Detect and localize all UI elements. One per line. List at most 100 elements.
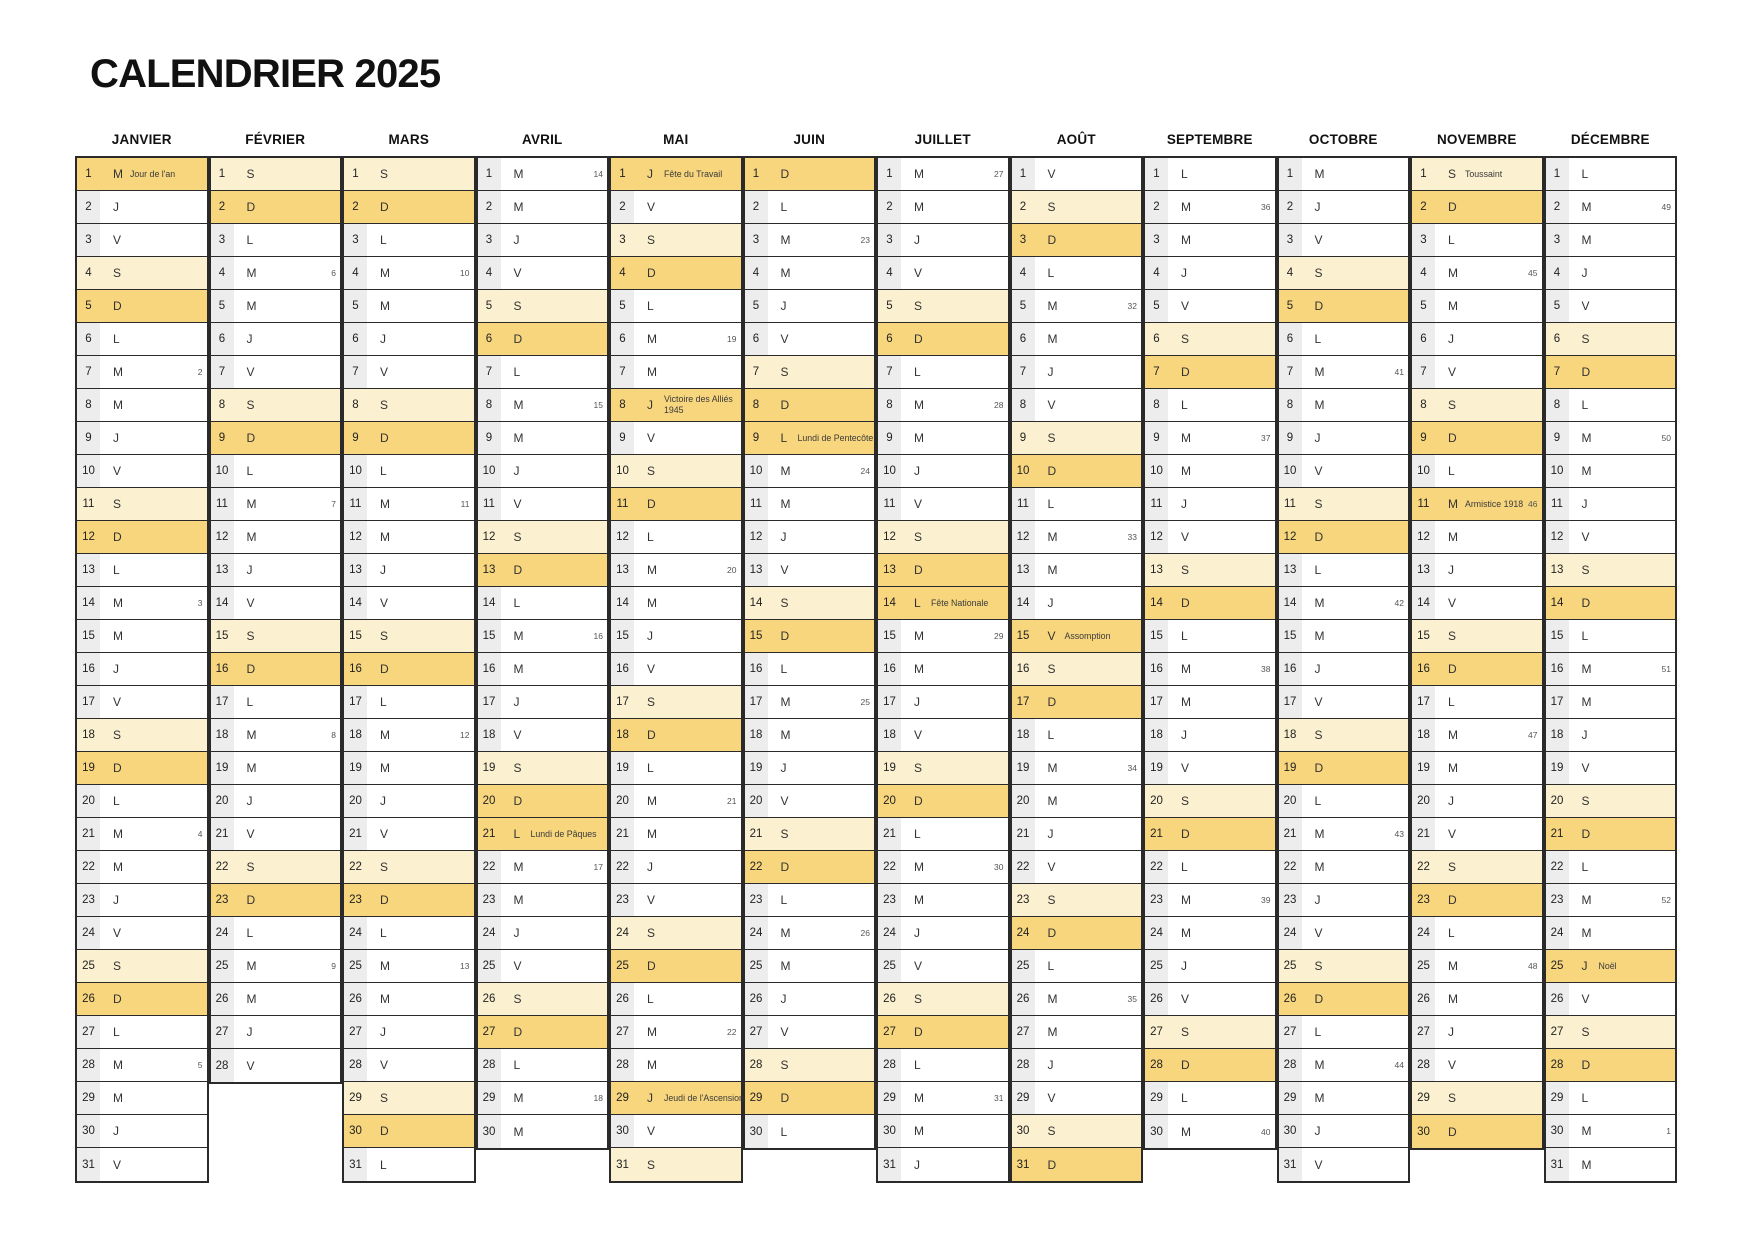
day-letter: M [914,860,924,874]
day-row: 10 M [1545,455,1675,488]
day-number: 9 [752,432,760,444]
day-letter: M [513,662,524,676]
week-number: 39 [1261,895,1271,905]
day-letter: M [1581,926,1592,940]
day-letter: D [1581,1058,1591,1072]
day-number: 14 [883,597,896,609]
day-letter: D [1314,299,1324,313]
day-number: 3 [77,224,100,256]
day-row: 24 M [1145,917,1275,950]
day-number: 8 [878,389,901,421]
day-number: 1 [1278,158,1302,190]
day-letter: M [647,794,657,808]
day-letter: J [1314,893,1321,907]
day-number: 25 [477,950,501,982]
day-number: 16 [1145,653,1168,685]
day-number: 26 [210,983,234,1015]
day-row: 29 M [1278,1082,1408,1115]
day-letter: M [780,728,791,742]
day-number: 19 [210,752,234,784]
day-number: 30 [1145,1115,1168,1148]
day-letter: M [1448,299,1458,313]
day-number: 15 [1545,620,1569,652]
day-number: 3 [1278,224,1302,256]
day-number: 28 [210,1049,234,1082]
day-letter: M [113,167,123,181]
day-letter: M [914,893,924,907]
day-number: 15 [1016,630,1030,642]
day-number: 28 [1278,1049,1302,1081]
day-row: 4 M 45 [1412,257,1542,290]
day-row: 15 D [744,620,874,653]
week-number: 43 [1394,829,1404,839]
day-letter: L [513,365,521,379]
day-row: 18 M 8 [210,719,340,752]
day-row: 16 M [477,653,607,686]
day-row: 26 D [1278,983,1408,1016]
day-letter: M [780,926,791,940]
day-number: 27 [482,1026,496,1038]
day-number: 8 [1145,389,1168,421]
month-table: 1 M Jour de l'an 2 J 3 V 4 S 5 D 6 L 7 M 2 8 M 9 J 10 V 11 S 12 D… [75,156,209,1183]
day-number: 28 [878,1049,901,1081]
week-number: 11 [460,499,470,509]
day-number: 6 [210,323,234,355]
day-number: 2 [1278,191,1302,223]
day-number: 26 [1412,983,1435,1015]
day-number: 10 [878,455,901,487]
day-letter: M [1181,200,1191,214]
day-letter: M [647,563,657,577]
day-letter: S [113,497,122,511]
day-number: 15 [477,620,501,652]
day-number: 6 [77,323,100,355]
day-letter: L [1314,794,1322,808]
day-letter: V [780,563,789,577]
month-column: FÉVRIER 1 S 2 D 3 L 4 M 6 5 M 6 J 7 V 8 S 9 D 10 L 11 M 7 12 M 13 J 1… [208,128,342,1084]
day-letter: J [914,233,920,247]
day-letter: M [513,200,524,214]
day-letter: D [1448,200,1457,214]
day-number: 13 [210,554,234,586]
day-number: 20 [1011,785,1035,817]
day-number: 19 [82,762,95,774]
day-row: 23 J [77,884,207,917]
day-letter: V [1314,1157,1323,1172]
day-letter: S [1314,266,1323,280]
day-number: 26 [344,983,367,1015]
day-row: 24 J [477,917,607,950]
day-letter: L [1314,563,1322,577]
day-letter: J [246,1025,253,1039]
day-number: 3 [878,224,901,256]
day-number: 26 [1283,993,1297,1005]
day-letter: D [113,299,122,313]
day-letter: D [780,1091,790,1105]
day-number: 6 [1153,333,1160,345]
day-letter: D [1047,926,1057,940]
day-number: 17 [1412,686,1435,718]
day-number: 5 [85,300,92,312]
day-letter: D [647,266,656,280]
day-row: 25 M 9 [210,950,340,983]
day-number: 7 [344,356,367,388]
month-table: 1 J Fête du Travail 2 V 3 S 4 D 5 L 6 M 19 7 M 8 J Victoir… [609,156,744,1183]
day-row: 12 S [477,521,607,554]
calendar-grid: JANVIER 1 M Jour de l'an 2 J 3 V 4 S 5 D 6 L 7 M 2 8 M 9 J 10… [75,128,1677,1183]
day-number: 6 [1278,323,1302,355]
day-letter: L [380,1157,387,1172]
holiday-label: Noël [1598,960,1617,971]
day-letter: S [246,860,255,874]
day-number: 17 [744,686,768,718]
day-row: 16 D [1412,653,1542,686]
day-letter: J [1047,827,1054,841]
day-letter: M [1581,200,1592,214]
